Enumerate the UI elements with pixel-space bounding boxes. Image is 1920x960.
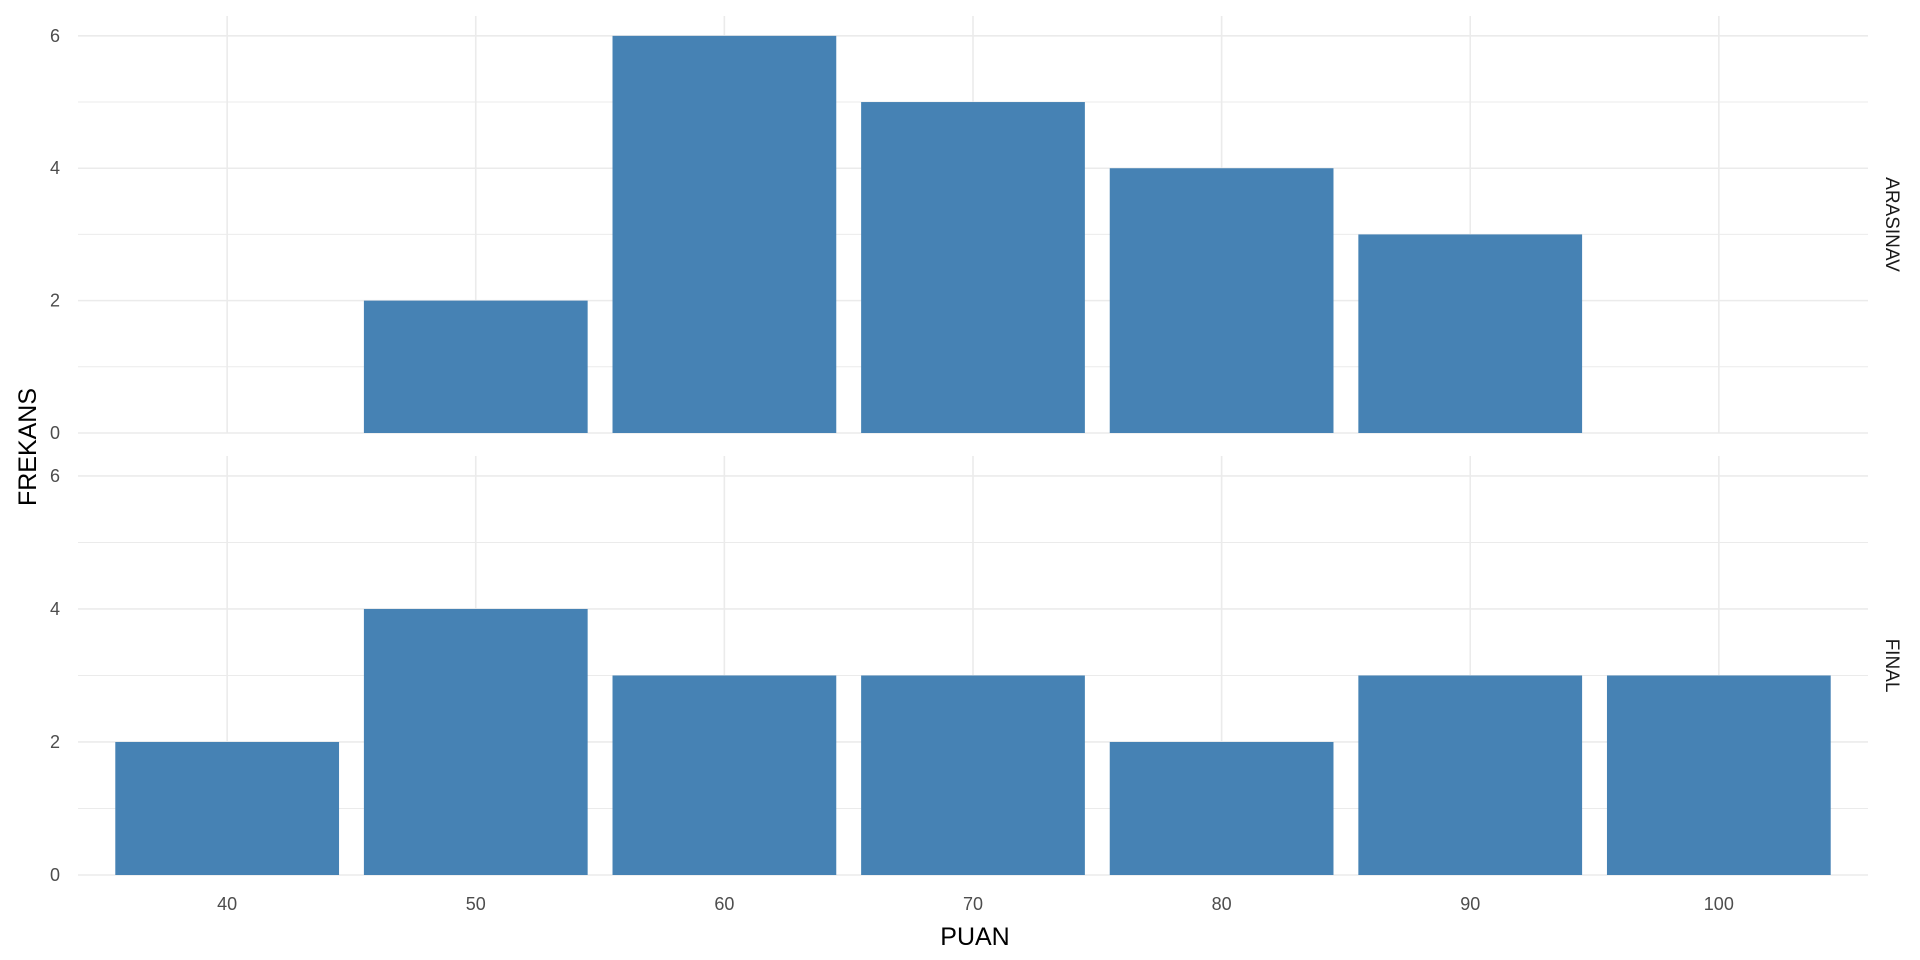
y-tick-label: 6 [50, 26, 60, 46]
y-tick-label: 0 [50, 865, 60, 885]
y-tick-label: 6 [50, 466, 60, 486]
x-tick-label: 100 [1704, 894, 1734, 914]
bar-final-50 [363, 608, 588, 875]
x-tick-label: 90 [1460, 894, 1480, 914]
x-tick-label: 70 [963, 894, 983, 914]
bar-arasinav-70 [861, 102, 1085, 434]
bar-final-40 [115, 741, 340, 875]
facet-strip-label: ARASINAV [1881, 177, 1902, 272]
bar-final-60 [612, 675, 837, 875]
bar-final-80 [1109, 741, 1334, 875]
x-tick-label: 80 [1212, 894, 1232, 914]
bar-arasinav-60 [612, 35, 837, 433]
panel-arasinav: 0 2 4 6 ARASINAV [50, 16, 1902, 443]
y-tick-label: 4 [50, 158, 60, 178]
bar-arasinav-90 [1358, 234, 1583, 433]
panel-final: 0 2 4 6 FINAL [50, 456, 1902, 885]
y-tick-label: 0 [50, 423, 60, 443]
bar-final-70 [861, 675, 1085, 875]
y-tick-label: 4 [50, 599, 60, 619]
y-tick-label: 2 [50, 291, 60, 311]
bar-arasinav-80 [1109, 168, 1334, 433]
panels-layer: 0 2 4 6 ARASINAV 0 2 4 6 FINAL 40 50 60 70 80 90 100 [50, 16, 1902, 914]
x-tick-label: 60 [714, 894, 734, 914]
bar-arasinav-50 [363, 300, 588, 433]
bar-final-90 [1358, 675, 1583, 875]
x-axis-title: PUAN [940, 923, 1009, 951]
x-tick-label: 40 [217, 894, 237, 914]
facet-strip-label: FINAL [1881, 639, 1902, 693]
y-axis-title: FREKANS [14, 388, 42, 506]
bar-final-100 [1606, 675, 1831, 875]
x-tick-label: 50 [466, 894, 486, 914]
y-tick-label: 2 [50, 732, 60, 752]
